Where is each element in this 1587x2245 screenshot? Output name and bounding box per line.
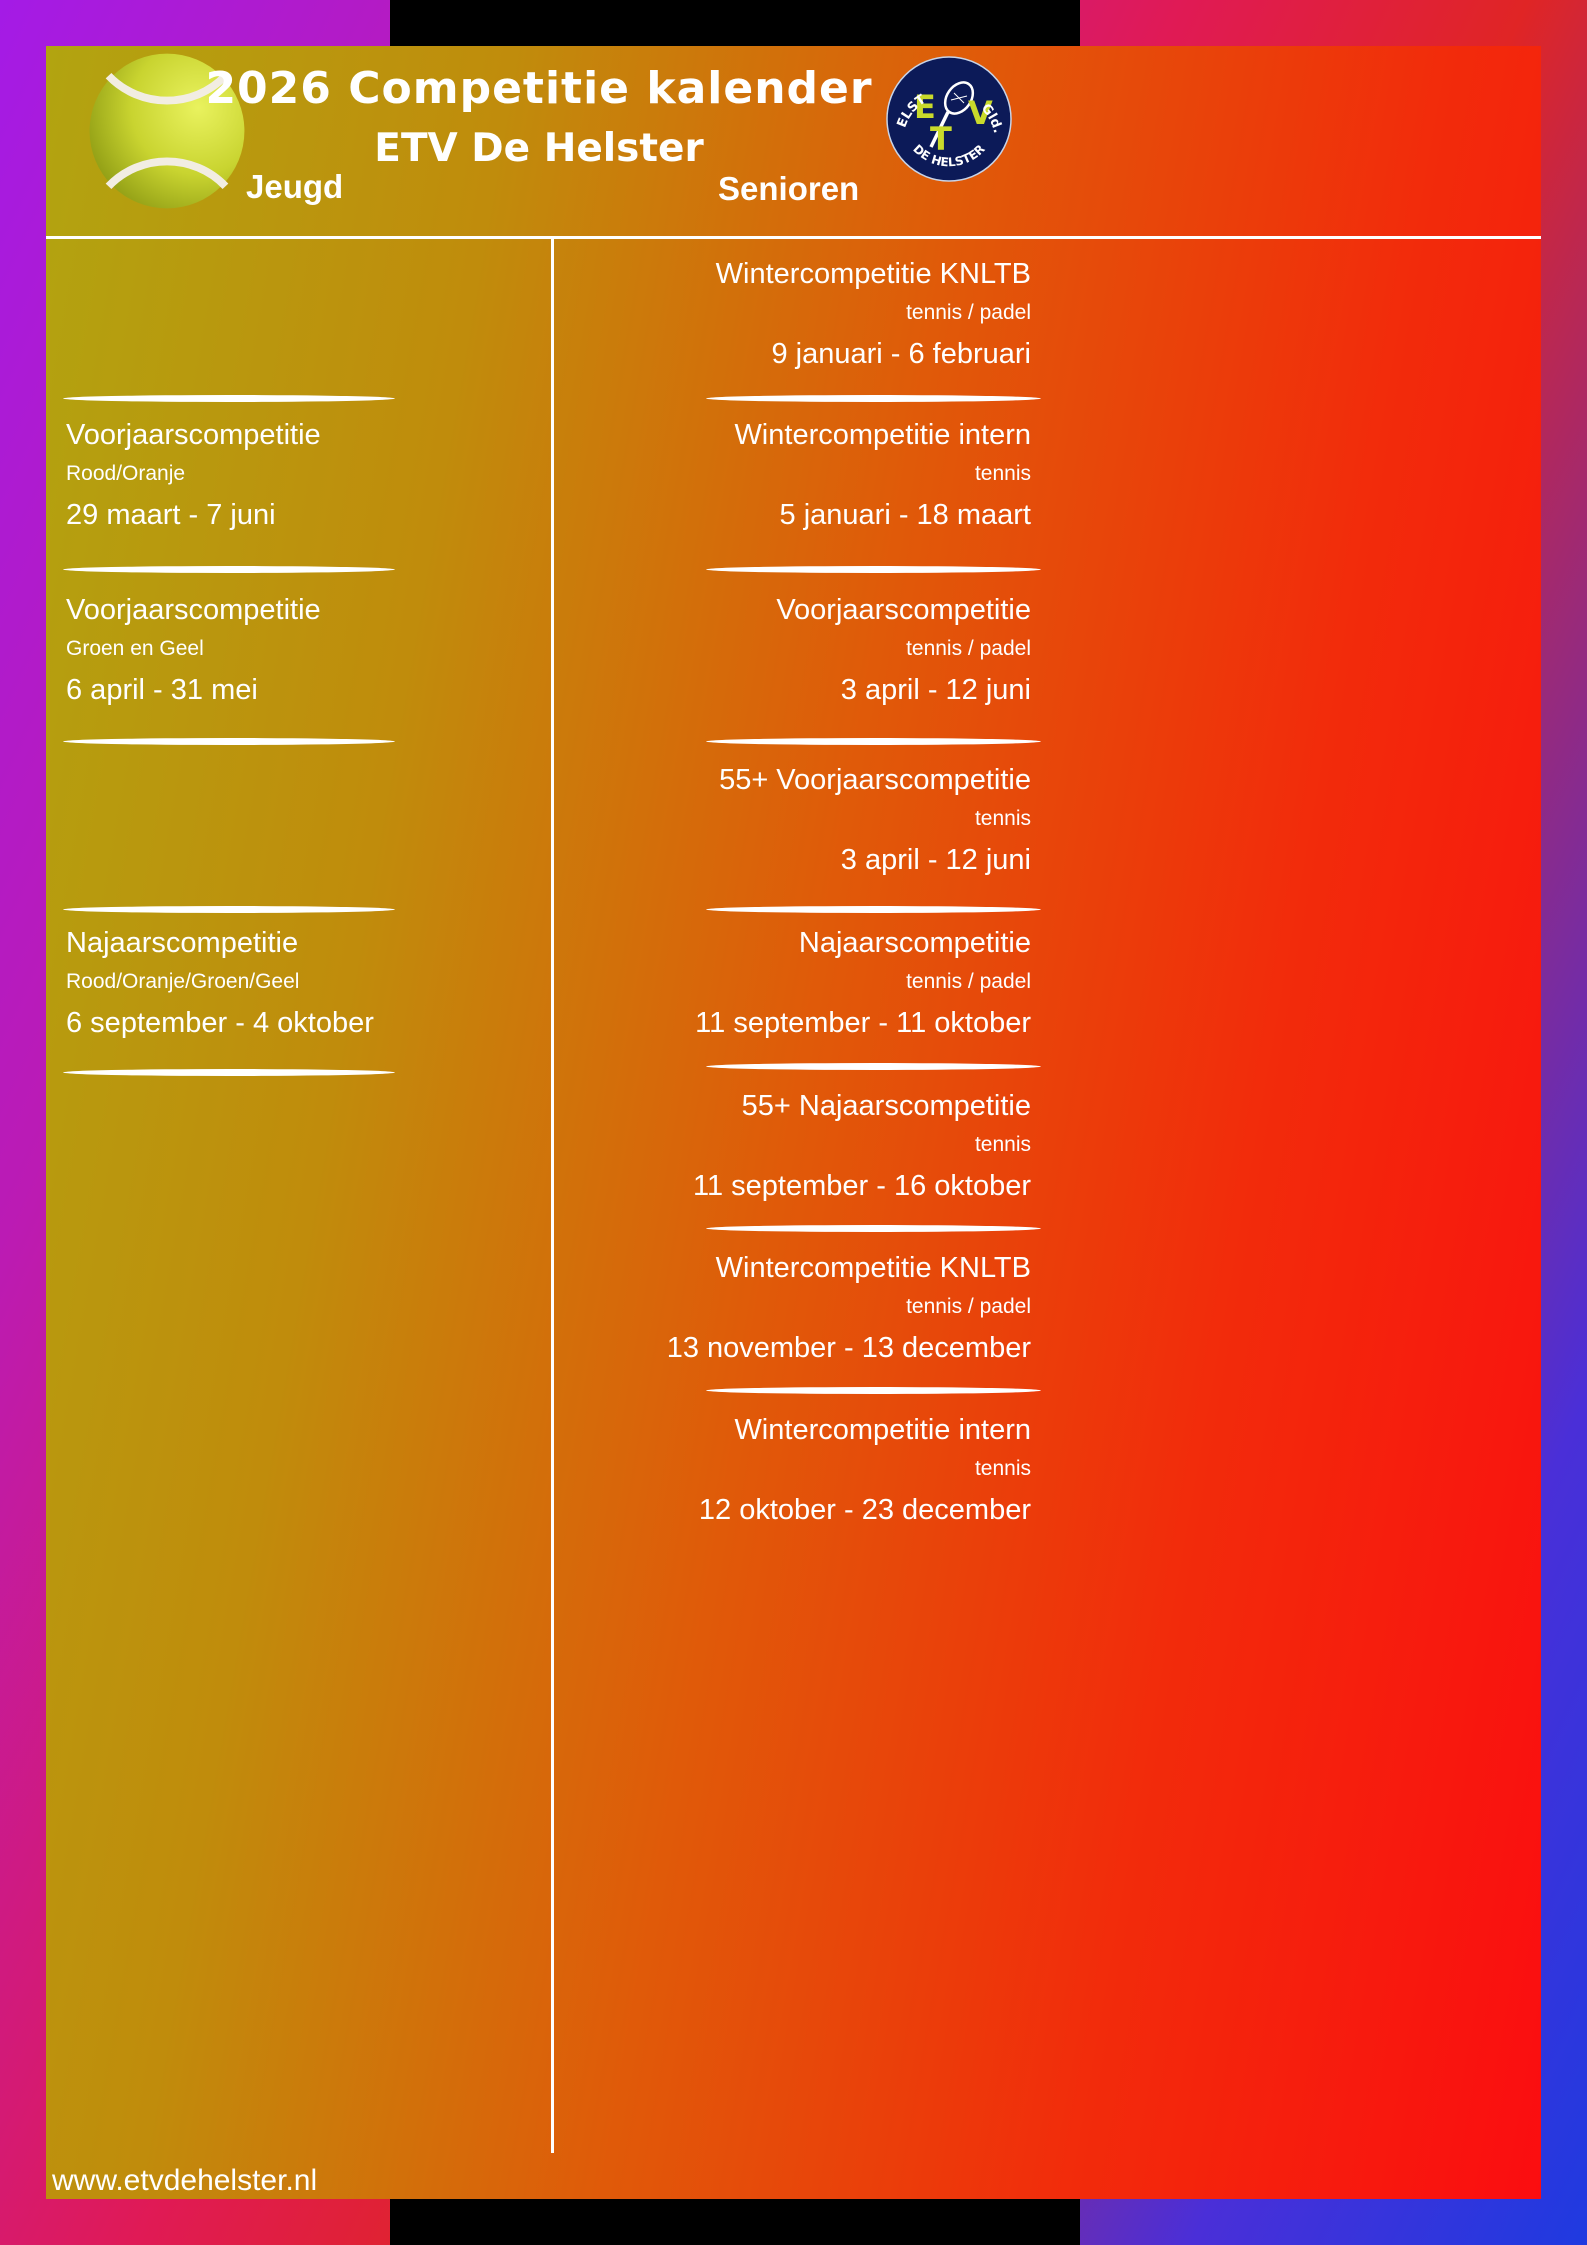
entry-category: tennis / padel (906, 970, 1031, 993)
entry-category: tennis (974, 1133, 1031, 1156)
entry-dates: 11 september - 11 oktober (695, 1007, 1031, 1039)
competition-entry-senioren-5: 55+ Najaarscompetitie tennis 11 septembe… (571, 1089, 1031, 1203)
entry-dates: 3 april - 12 juni (840, 844, 1031, 876)
entry-category: tennis / padel (906, 637, 1031, 660)
competition-entry-senioren-2: Voorjaarscompetitie tennis / padel 3 apr… (571, 593, 1031, 707)
entry-divider (63, 906, 395, 913)
competition-entry-senioren-7: Wintercompetitie intern tennis 12 oktobe… (571, 1413, 1031, 1527)
poster-body: 2026 Competitie kalender ETV De Helster … (46, 46, 1541, 2199)
entry-title: Najaarscompetitie (798, 927, 1031, 959)
entry-category: tennis / padel (906, 301, 1031, 324)
entry-title: Wintercompetitie intern (734, 419, 1031, 451)
tennis-ball-icon (88, 52, 246, 210)
entry-category: tennis (974, 1457, 1031, 1480)
entry-dates: 6 september - 4 oktober (66, 1007, 374, 1039)
tennis-racket-icon (929, 81, 975, 148)
poster-title: 2026 Competitie kalender ETV De Helster (194, 62, 884, 172)
competition-entry-senioren-1: Wintercompetitie intern tennis 5 januari… (571, 418, 1031, 532)
entry-divider (63, 1069, 395, 1076)
entry-dates: 12 oktober - 23 december (698, 1494, 1031, 1526)
entry-dates: 3 april - 12 juni (840, 674, 1031, 706)
entry-divider (63, 395, 395, 402)
entry-divider (63, 738, 395, 745)
competition-entry-jeugd-1: Voorjaarscompetitie Groen en Geel 6 apri… (66, 593, 536, 707)
logo-letter-t: T (930, 120, 952, 158)
border-top-black-bar (390, 0, 1080, 46)
entry-divider (63, 566, 395, 573)
entry-dates: 11 september - 16 oktober (693, 1170, 1031, 1202)
competition-entry-senioren-4: Najaarscompetitie tennis / padel 11 sept… (571, 926, 1031, 1040)
entry-category: tennis (974, 462, 1031, 485)
entry-dates: 5 januari - 18 maart (779, 499, 1031, 531)
entry-divider (706, 566, 1041, 573)
competition-entry-jeugd-2: Najaarscompetitie Rood/Oranje/Groen/Geel… (66, 926, 536, 1040)
entry-title: 55+ Najaarscompetitie (741, 1090, 1031, 1122)
border-bottom-black-bar (390, 2199, 1080, 2245)
entry-category: Rood/Oranje/Groen/Geel (66, 970, 300, 993)
entry-title: Wintercompetitie intern (734, 1414, 1031, 1446)
entry-title: Voorjaarscompetitie (776, 594, 1031, 626)
poster-title-line2: ETV De Helster (374, 126, 704, 171)
entry-divider (706, 738, 1041, 745)
entry-title: Wintercompetitie KNLTB (715, 1252, 1031, 1284)
competition-entry-jeugd-0: Voorjaarscompetitie Rood/Oranje 29 maart… (66, 418, 536, 532)
column-header-senioren: Senioren (718, 170, 860, 207)
entry-title: 55+ Voorjaarscompetitie (719, 764, 1031, 796)
column-header-jeugd: Jeugd (246, 168, 344, 205)
competition-entry-senioren-3: 55+ Voorjaarscompetitie tennis 3 april -… (571, 763, 1031, 877)
club-logo: E T V ELST Gld. DE HELSTER (884, 54, 1014, 184)
entry-title: Voorjaarscompetitie (66, 419, 321, 451)
entry-divider (706, 906, 1041, 913)
entry-dates: 29 maart - 7 juni (66, 499, 276, 531)
entry-dates: 13 november - 13 december (666, 1332, 1031, 1364)
header-rule (46, 236, 1541, 239)
entry-divider (706, 395, 1041, 402)
entry-category: tennis / padel (906, 1295, 1031, 1318)
entry-dates: 6 april - 31 mei (66, 674, 258, 706)
website-url: www.etvdehelster.nl (52, 2164, 318, 2197)
poster-title-line1: 2026 Competitie kalender (205, 63, 873, 114)
logo-badge-circle (886, 56, 1012, 182)
entry-title: Voorjaarscompetitie (66, 594, 321, 626)
logo-letter-e: E (914, 88, 936, 126)
entry-divider (706, 1063, 1041, 1070)
entry-divider (706, 1387, 1041, 1394)
entry-title: Najaarscompetitie (66, 927, 299, 959)
competition-entry-senioren-0: Wintercompetitie KNLTB tennis / padel 9 … (571, 257, 1031, 371)
competition-entry-senioren-6: Wintercompetitie KNLTB tennis / padel 13… (571, 1251, 1031, 1365)
column-divider-rule (551, 236, 554, 2153)
logo-letter-v: V (968, 94, 993, 132)
entry-category: Groen en Geel (66, 637, 204, 660)
entry-dates: 9 januari - 6 februari (771, 338, 1031, 370)
entry-title: Wintercompetitie KNLTB (715, 258, 1031, 290)
entry-category: Rood/Oranje (66, 462, 186, 485)
entry-category: tennis (974, 807, 1031, 830)
entry-divider (706, 1225, 1041, 1232)
